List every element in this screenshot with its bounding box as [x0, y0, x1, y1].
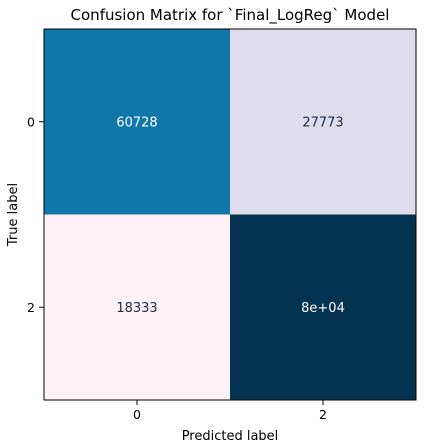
plot-frame — [43, 28, 417, 401]
heatmap-cell-1-0 — [44, 214, 230, 400]
heatmap-cell-label-1-0: 18333 — [116, 301, 157, 316]
heatmap-cells — [44, 29, 416, 400]
heatmap-cell-labels: 60728 27773 18333 8e+04 — [116, 115, 345, 316]
chart-title: Confusion Matrix for `Final_LogReg` Mode… — [71, 6, 390, 25]
x-tick-label-0: 0 — [133, 407, 141, 422]
y-axis-label: True label — [6, 183, 21, 247]
heatmap-cell-label-0-0: 60728 — [116, 115, 157, 130]
y-tick-label-0: 0 — [27, 114, 35, 129]
y-axis-ticks: 02 — [27, 114, 44, 315]
heatmap-cell-label-0-1: 27773 — [302, 115, 343, 130]
heatmap-cell-0-1 — [230, 29, 416, 215]
heatmap-cell-1-1 — [230, 214, 416, 400]
heatmap-cell-0-0 — [44, 29, 230, 215]
heatmap-cell-label-1-1: 8e+04 — [301, 301, 345, 316]
x-tick-label-1: 2 — [319, 407, 327, 422]
x-axis-label: Predicted label — [182, 429, 279, 444]
y-tick-label-1: 2 — [27, 300, 35, 315]
